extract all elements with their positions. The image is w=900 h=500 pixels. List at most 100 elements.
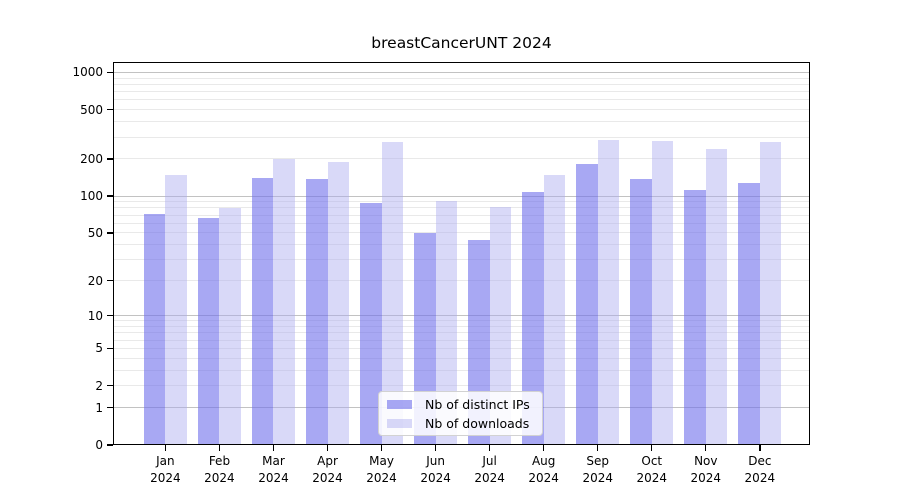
- y-tick-0: [107, 444, 113, 446]
- minor-gridline-7: [113, 332, 810, 334]
- y-tick-label-2: 2: [95, 378, 103, 393]
- minor-gridline-20: [113, 280, 810, 282]
- minor-gridline-30: [113, 259, 810, 261]
- y-tick-label-1000: 1000: [72, 65, 103, 80]
- y-tick-1: [107, 406, 113, 409]
- minor-gridline-300: [113, 136, 810, 138]
- minor-gridline-80: [113, 207, 810, 209]
- x-tick-sep: [597, 445, 599, 451]
- bar-downloads-jan: [165, 175, 187, 445]
- bar-distinct-ips-oct: [630, 179, 652, 445]
- minor-gridline-50: [113, 232, 810, 234]
- bar-downloads-may: [381, 142, 404, 445]
- bar-distinct-ips-may: [359, 202, 382, 445]
- x-tick-label-month: Mar: [262, 454, 285, 468]
- minor-gridline-200: [113, 158, 810, 160]
- y-tick-10: [107, 314, 113, 317]
- x-tick-apr: [326, 445, 329, 451]
- bar-distinct-ips-mar: [251, 178, 274, 445]
- bar-downloads-feb: [219, 207, 242, 445]
- x-tick-label-aug: Aug 2024: [512, 453, 576, 486]
- legend-item-distinct-ips: Nb of distinct IPs: [385, 395, 536, 413]
- y-tick-label-500: 500: [80, 102, 103, 117]
- minor-gridline-9: [113, 320, 810, 322]
- x-tick-jul: [488, 445, 491, 451]
- y-tick-label-50: 50: [87, 225, 103, 240]
- x-tick-feb: [218, 445, 221, 451]
- y-tick-200: [107, 158, 113, 160]
- minor-gridline-3: [113, 369, 810, 371]
- x-tick-label-month: Apr: [317, 454, 338, 468]
- x-tick-label-month: Feb: [208, 454, 231, 468]
- x-tick-label-year: 2024: [150, 470, 181, 485]
- x-tick-dec: [759, 445, 761, 451]
- bar-distinct-ips-nov: [684, 190, 706, 445]
- legend: Nb of distinct IPs Nb of downloads: [378, 391, 543, 436]
- minor-gridline-400: [113, 121, 810, 123]
- y-tick-label-10: 10: [87, 308, 103, 323]
- bar-downloads-dec: [759, 142, 782, 445]
- bar-downloads-mar: [273, 159, 296, 445]
- x-tick-label-year: 2024: [582, 470, 613, 485]
- x-tick-may: [380, 445, 383, 451]
- minor-gridline-800: [113, 83, 810, 85]
- x-tick-label-month: Oct: [641, 454, 663, 468]
- legend-swatch-downloads: [387, 418, 412, 428]
- x-tick-jun: [434, 445, 437, 451]
- bar-distinct-ips-apr: [305, 178, 328, 445]
- bar-downloads-sep: [597, 139, 620, 445]
- x-tick-label-sep: Sep 2024: [566, 453, 630, 486]
- x-tick-label-year: 2024: [528, 470, 559, 485]
- minor-gridline-4: [113, 357, 810, 359]
- bar-distinct-ips-feb: [197, 218, 220, 445]
- minor-gridline-900: [113, 77, 810, 79]
- y-tick-label-5: 5: [95, 341, 103, 356]
- x-tick-label-year: 2024: [312, 470, 343, 485]
- x-tick-label-month: Jul: [482, 454, 497, 468]
- minor-gridline-6: [113, 339, 810, 341]
- minor-gridline-2: [113, 385, 810, 387]
- x-tick-oct: [651, 445, 653, 451]
- x-tick-label-month: Aug: [531, 454, 556, 468]
- x-tick-label-year: 2024: [366, 470, 397, 485]
- x-tick-label-month: Nov: [694, 454, 718, 468]
- minor-gridline-500: [113, 109, 810, 111]
- x-tick-label-month: Dec: [748, 454, 772, 468]
- plot-area: [113, 62, 810, 445]
- minor-gridline-700: [113, 91, 810, 93]
- x-tick-label-jan: Jan 2024: [133, 453, 197, 486]
- x-tick-label-oct: Oct 2024: [620, 453, 684, 486]
- major-gridline-1000: [113, 71, 810, 73]
- x-tick-label-mar: Mar 2024: [241, 453, 305, 486]
- y-tick-label-0: 0: [95, 438, 103, 452]
- x-tick-label-month: Jan: [156, 454, 175, 468]
- bar-downloads-jun: [435, 201, 458, 445]
- x-tick-label-year: 2024: [744, 470, 776, 485]
- x-tick-label-year: 2024: [690, 470, 722, 485]
- y-tick-2: [107, 385, 113, 387]
- x-tick-label-month: Jun: [426, 454, 445, 468]
- x-tick-label-jun: Jun 2024: [404, 453, 468, 486]
- y-tick-100: [107, 195, 113, 197]
- minor-gridline-90: [113, 201, 810, 203]
- y-tick-label-20: 20: [87, 273, 103, 288]
- bar-distinct-ips-dec: [738, 183, 760, 445]
- x-tick-nov: [705, 445, 707, 451]
- chart-title: breastCancerUNT 2024: [371, 34, 552, 52]
- x-tick-label-month: Sep: [586, 454, 610, 468]
- minor-gridline-60: [113, 222, 810, 224]
- minor-gridline-600: [113, 99, 810, 101]
- x-tick-label-may: May 2024: [350, 453, 414, 486]
- y-tick-label-1: 1: [95, 400, 103, 415]
- legend-swatch-distinct-ips: [387, 399, 412, 409]
- minor-gridline-40: [113, 244, 810, 246]
- bar-downloads-oct: [651, 141, 674, 445]
- x-tick-label-month: May: [369, 454, 394, 468]
- x-tick-jan: [164, 445, 167, 451]
- x-tick-label-year: 2024: [204, 470, 235, 485]
- minor-gridline-8: [113, 325, 810, 327]
- legend-label-distinct-ips: Nb of distinct IPs: [425, 396, 530, 412]
- x-tick-label-year: 2024: [636, 470, 668, 485]
- y-tick-500: [107, 108, 113, 111]
